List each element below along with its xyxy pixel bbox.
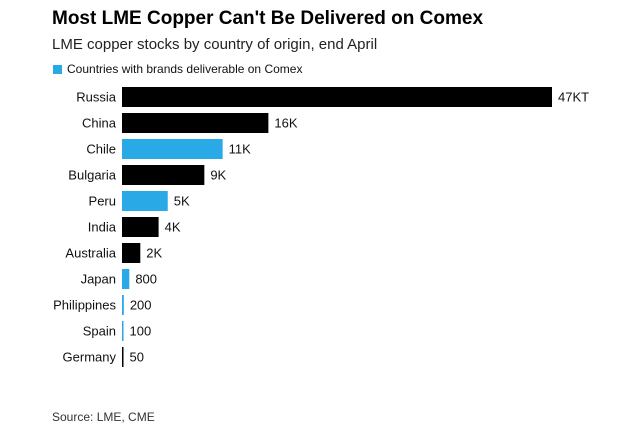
bar-australia: [122, 243, 141, 263]
source-note: Source: LME, CME: [52, 410, 155, 424]
value-label: 100: [130, 324, 152, 339]
bar-peru: [122, 191, 168, 211]
legend-swatch: [53, 64, 62, 74]
category-label: Bulgaria: [68, 168, 116, 183]
category-label: Philippines: [53, 298, 116, 313]
value-label: 2K: [146, 246, 162, 261]
chart-title: Most LME Copper Can't Be Delivered on Co…: [52, 8, 484, 29]
chart-subtitle: LME copper stocks by country of origin, …: [52, 36, 378, 53]
bar-spain: [122, 321, 124, 341]
category-label: Spain: [83, 324, 116, 339]
category-label: Russia: [76, 90, 117, 105]
bar-india: [122, 217, 159, 237]
category-label: China: [82, 116, 117, 131]
bar-philippines: [122, 295, 124, 315]
category-label: Japan: [81, 272, 116, 287]
value-label: 9K: [210, 168, 226, 183]
value-label: 50: [130, 350, 144, 365]
value-label: 5K: [174, 194, 190, 209]
category-label: Australia: [65, 246, 116, 261]
value-label: 16K: [274, 116, 297, 131]
bar-chile: [122, 139, 223, 159]
value-label: 200: [130, 298, 152, 313]
value-label: 4K: [165, 220, 181, 235]
bar-china: [122, 113, 269, 133]
bar-germany: [122, 347, 124, 367]
category-label: Germany: [63, 350, 117, 365]
bar-chart: Russia 47KT China 16K Chile 11K Bulgaria 9K Peru…: [53, 87, 589, 367]
legend: Countries with brands deliverable on Com…: [53, 62, 302, 76]
category-label: Peru: [89, 194, 116, 209]
bar-russia: [122, 87, 552, 107]
value-label: 47KT: [558, 90, 589, 105]
category-label: India: [88, 220, 117, 235]
bar-japan: [122, 269, 130, 289]
value-label: 800: [135, 272, 157, 287]
bar-bulgaria: [122, 165, 205, 185]
category-label: Chile: [86, 142, 116, 157]
value-label: 11K: [229, 142, 251, 157]
legend-label: Countries with brands deliverable on Com…: [67, 62, 303, 76]
